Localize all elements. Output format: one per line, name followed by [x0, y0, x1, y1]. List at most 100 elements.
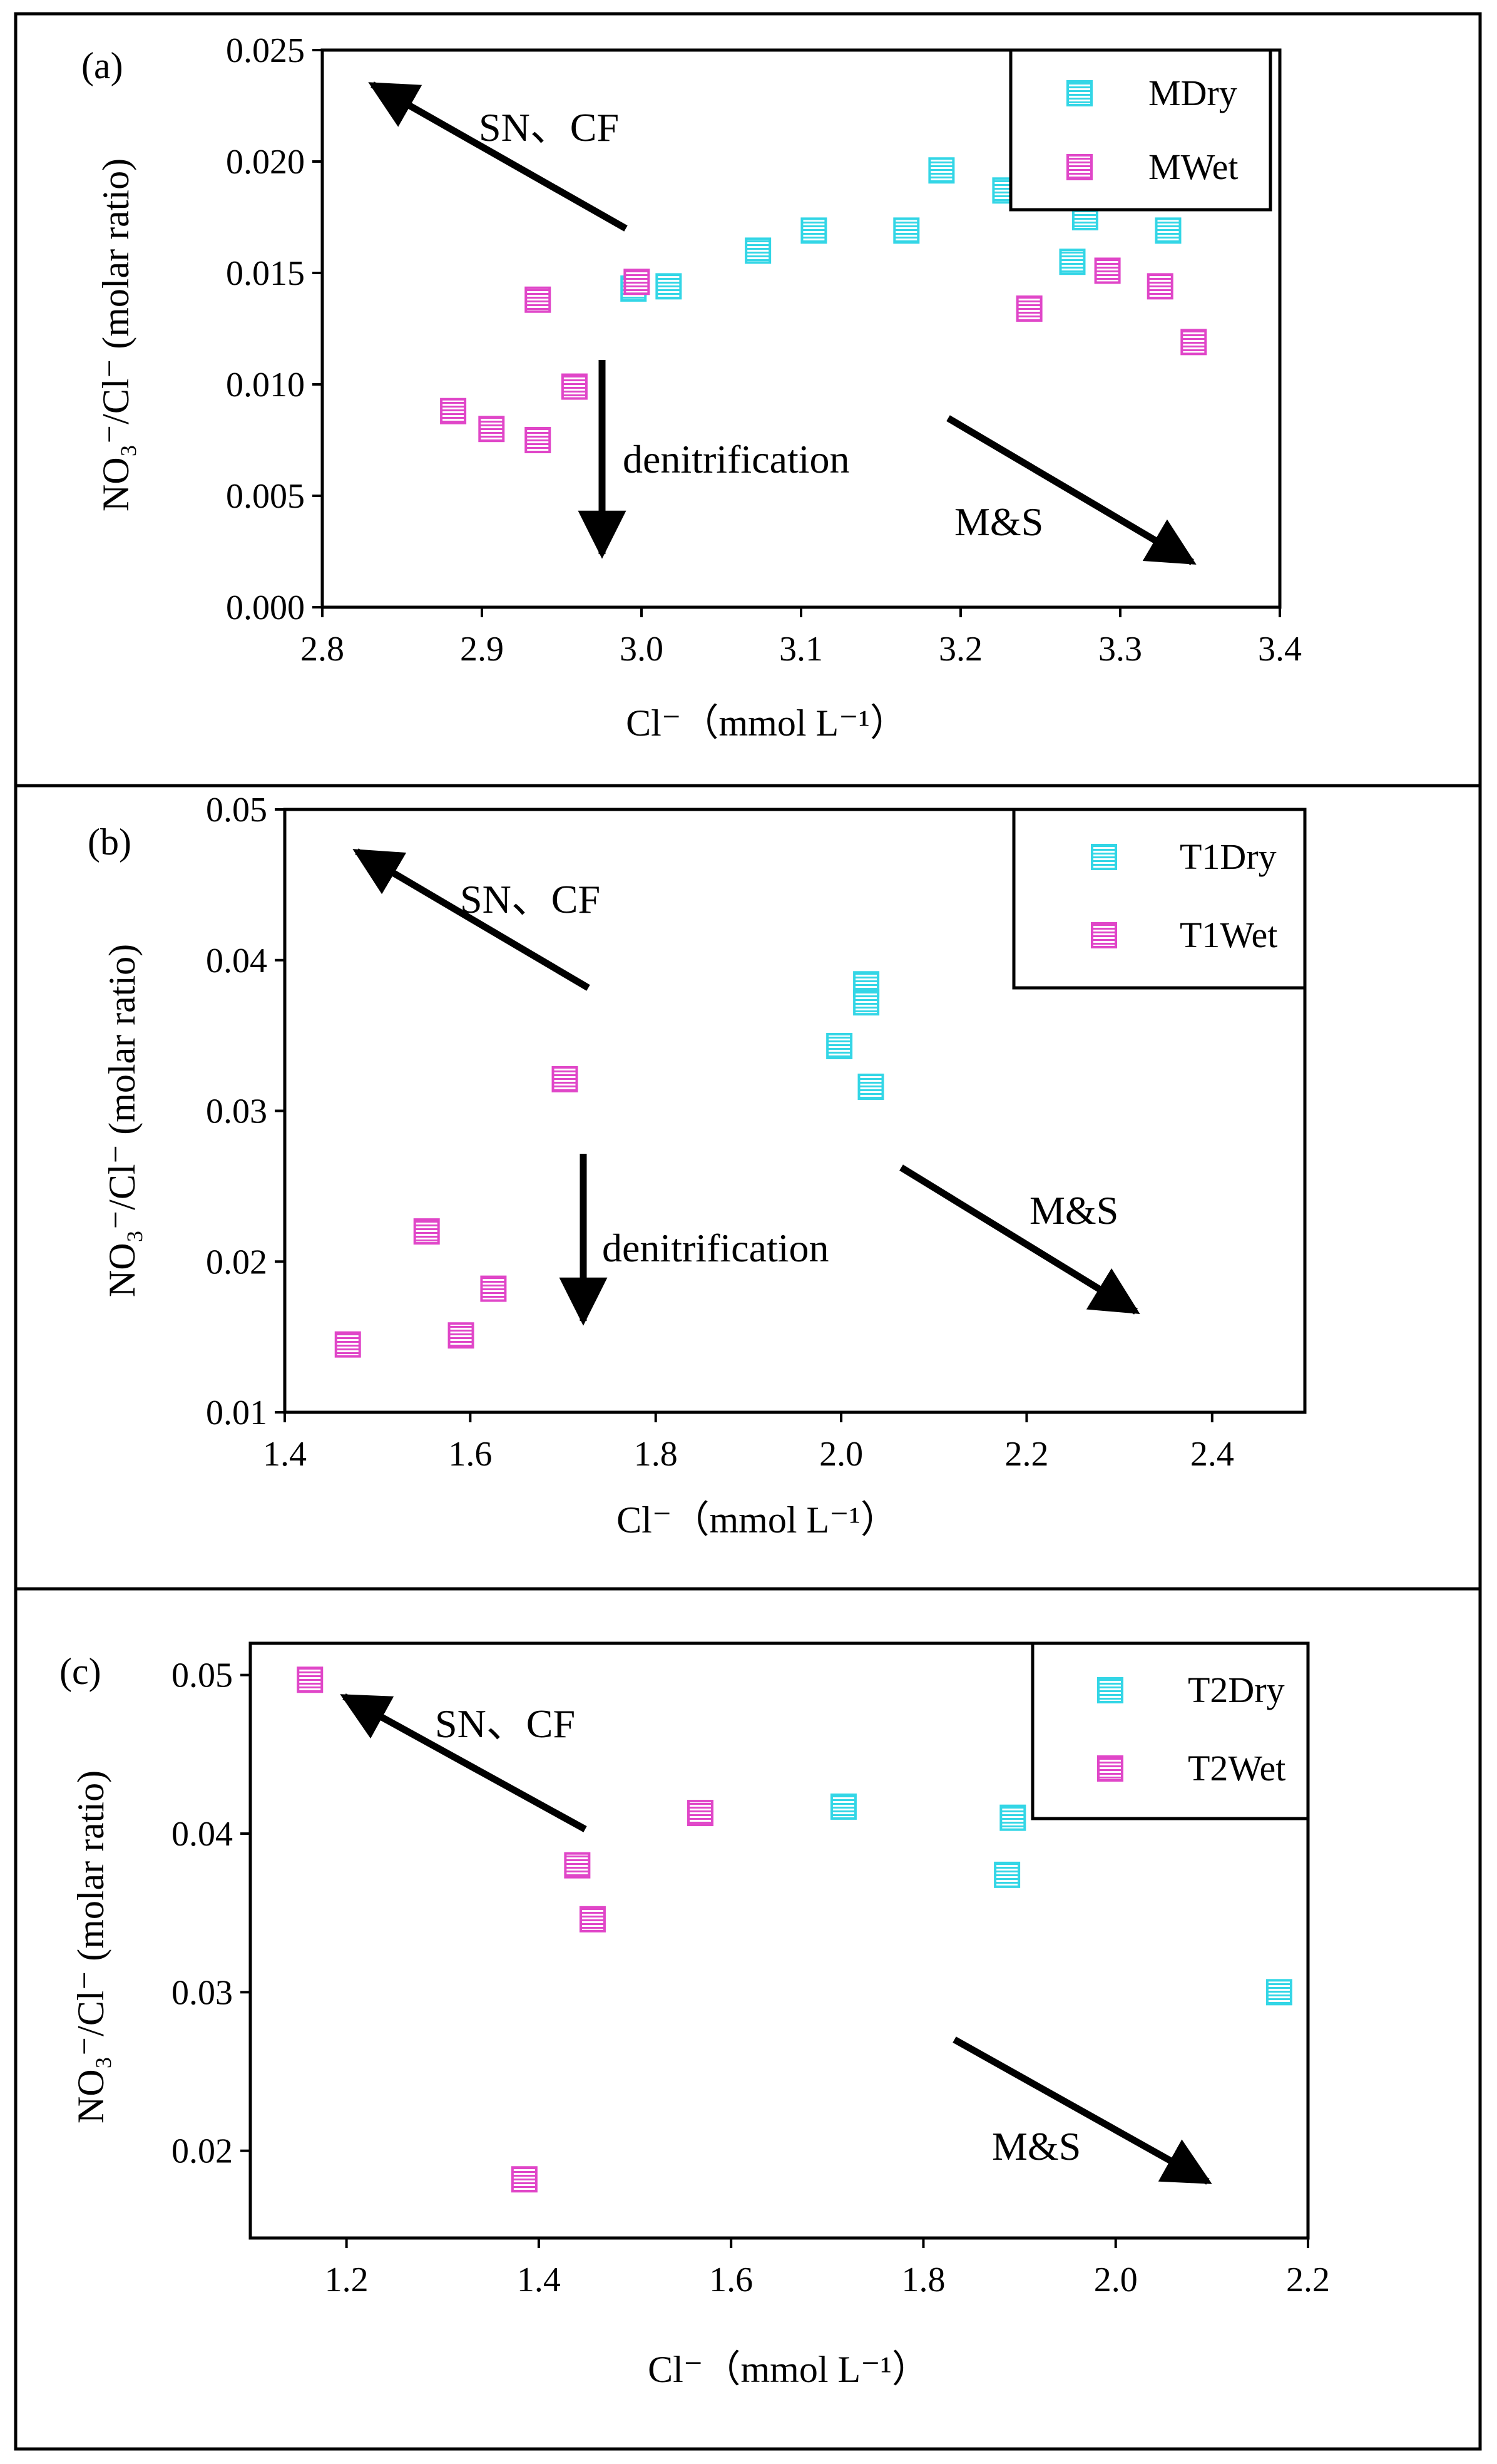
- annotation-ms-c: M&S: [992, 2124, 1081, 2169]
- legend-label-mdry: MDry: [1148, 73, 1237, 113]
- annotation-ms-b: M&S: [1030, 1188, 1118, 1233]
- x-ticks-a: 2.8 2.9 3.0 3.1 3.2 3.3 3.4: [300, 607, 1302, 669]
- y-tick-label: 0.04: [206, 942, 267, 980]
- point-t2wet-3: [579, 1906, 606, 1933]
- point-mwet-5: [623, 269, 650, 295]
- legend-marker-t2wet: [1097, 1755, 1123, 1782]
- panel-b: (b) 0.01 0.02 0.03 0.04 0.05 1.4 1.6 1.8 2.0 2.2…: [88, 791, 1307, 1541]
- legend-marker-t1wet: [1091, 922, 1117, 948]
- legend-label-t2wet: T2Wet: [1188, 1748, 1285, 1789]
- panel-label-a: (a): [81, 45, 123, 86]
- point-mdry-5: [928, 157, 955, 184]
- x-tick-label: 1.4: [263, 1435, 307, 1474]
- x-tick-label: 3.3: [1098, 630, 1142, 669]
- x-tick-label: 2.4: [1190, 1435, 1234, 1474]
- scatter-points-a: [440, 157, 1207, 453]
- annotation-sn-cf-c: SN、CF: [435, 1702, 575, 1746]
- point-t1wet-0: [334, 1331, 361, 1358]
- y-tick-label: 0.015: [226, 254, 305, 293]
- legend-marker-t1dry: [1091, 844, 1117, 870]
- legend-label-t2dry: T2Dry: [1188, 1670, 1285, 1710]
- point-mdry-4: [893, 217, 920, 244]
- annotation-denitrification-a: denitrification: [623, 437, 850, 481]
- point-mwet-4: [561, 373, 588, 400]
- x-tick-label: 1.6: [448, 1435, 492, 1474]
- y-tick-label: 0.010: [226, 366, 305, 404]
- arrow-ms-b: [899, 1164, 1140, 1315]
- x-tick-label: 2.8: [300, 630, 344, 669]
- point-t2wet-1: [511, 2166, 538, 2193]
- point-mdry-9: [1155, 217, 1182, 244]
- point-mdry-1: [655, 273, 682, 300]
- scatter-points-c: [297, 1666, 1292, 2193]
- y-tick-label: 0.01: [206, 1394, 267, 1432]
- x-tick-label: 1.8: [901, 2261, 945, 2299]
- point-t2dry-3: [1265, 1979, 1292, 2006]
- point-t2wet-0: [297, 1666, 324, 1693]
- legend-c: T2Dry T2Wet: [1031, 1641, 1310, 1820]
- x-tick-label: 3.0: [620, 630, 663, 669]
- y-ticks-b: 0.01 0.02 0.03 0.04 0.05: [206, 791, 285, 1432]
- point-t2wet-2: [564, 1852, 591, 1879]
- y-ticks-c: 0.02 0.03 0.04 0.05: [171, 1656, 250, 2171]
- y-tick-label: 0.03: [206, 1092, 267, 1131]
- y-ticks-a: 0.000 0.005 0.010 0.015 0.020 0.025: [226, 31, 322, 627]
- y-axis-label-c: NO₃⁻/Cl⁻ (molar ratio): [70, 1770, 111, 2123]
- y-tick-label: 0.02: [171, 2132, 233, 2171]
- y-tick-label: 0.05: [171, 1656, 233, 1695]
- point-t2dry-1: [994, 1861, 1021, 1888]
- x-tick-label: 1.8: [634, 1435, 678, 1474]
- x-tick-label: 2.2: [1004, 1435, 1048, 1474]
- point-t2dry-2: [999, 1804, 1026, 1831]
- point-mwet-2: [524, 286, 551, 313]
- legend-box-c: [1031, 1641, 1310, 1820]
- x-tick-label: 2.0: [819, 1435, 863, 1474]
- legend-a: MDry MWet: [1009, 48, 1272, 212]
- point-t1wet-4: [551, 1065, 578, 1092]
- point-mwet-7: [1094, 257, 1121, 284]
- legend-box-b: [1012, 808, 1307, 990]
- y-tick-label: 0.025: [226, 31, 305, 70]
- point-mwet-3: [524, 427, 551, 453]
- x-tick-label: 1.6: [709, 2261, 753, 2299]
- x-tick-label: 2.0: [1094, 2261, 1138, 2299]
- plot-area-c: [248, 1641, 1310, 2240]
- x-tick-label: 3.2: [939, 630, 983, 669]
- legend-box-a: [1009, 48, 1272, 212]
- legend-b: T1Dry T1Wet: [1012, 808, 1307, 990]
- y-tick-label: 0.02: [206, 1243, 267, 1281]
- legend-marker-mwet: [1066, 154, 1093, 180]
- legend-label-t1dry: T1Dry: [1180, 836, 1277, 877]
- annotation-ms-a: M&S: [954, 500, 1043, 544]
- arrow-sn-cf-c: [340, 1693, 587, 1832]
- point-mdry-3: [800, 217, 827, 244]
- point-t1wet-1: [413, 1218, 440, 1245]
- legend-label-t1wet: T1Wet: [1180, 915, 1277, 955]
- point-mwet-6: [1016, 295, 1043, 322]
- x-axis-label-b: Cl⁻（mmol L⁻¹）: [616, 1499, 898, 1541]
- annotation-sn-cf-b: SN、CF: [460, 877, 600, 921]
- point-mdry-2: [745, 237, 772, 264]
- y-tick-label: 0.020: [226, 143, 305, 182]
- panel-c: (c) 0.020.030.040.05 1.2 1.4 1.6 1.8 2.0 2.2 …: [59, 1641, 1330, 2390]
- y-tick-label: 0.005: [226, 477, 305, 516]
- y-tick-label: 0.05: [206, 791, 267, 829]
- x-axis-label-a: Cl⁻（mmol L⁻¹）: [626, 702, 907, 744]
- figure-border: [14, 12, 1482, 2451]
- x-tick-label: 1.2: [325, 2261, 369, 2299]
- y-axis-label-b: NO₃⁻/Cl⁻ (molar ratio): [101, 944, 143, 1297]
- y-tick-label: 0.000: [226, 588, 305, 627]
- x-axis-label-c: Cl⁻（mmol L⁻¹）: [648, 2349, 929, 2390]
- x-tick-label: 3.4: [1258, 630, 1302, 669]
- point-t1wet-3: [480, 1275, 507, 1302]
- x-ticks-b: 1.4 1.6 1.8 2.0 2.2 2.4: [263, 1412, 1234, 1474]
- legend-label-mwet: MWet: [1148, 146, 1239, 187]
- x-tick-label: 2.2: [1286, 2261, 1330, 2299]
- scatter-points-b: [334, 971, 884, 1358]
- panel-label-c: (c): [59, 1651, 101, 1692]
- arrow-sn-cf-a: [368, 81, 628, 232]
- point-mwet-0: [440, 398, 467, 424]
- point-t1dry-2: [853, 989, 880, 1016]
